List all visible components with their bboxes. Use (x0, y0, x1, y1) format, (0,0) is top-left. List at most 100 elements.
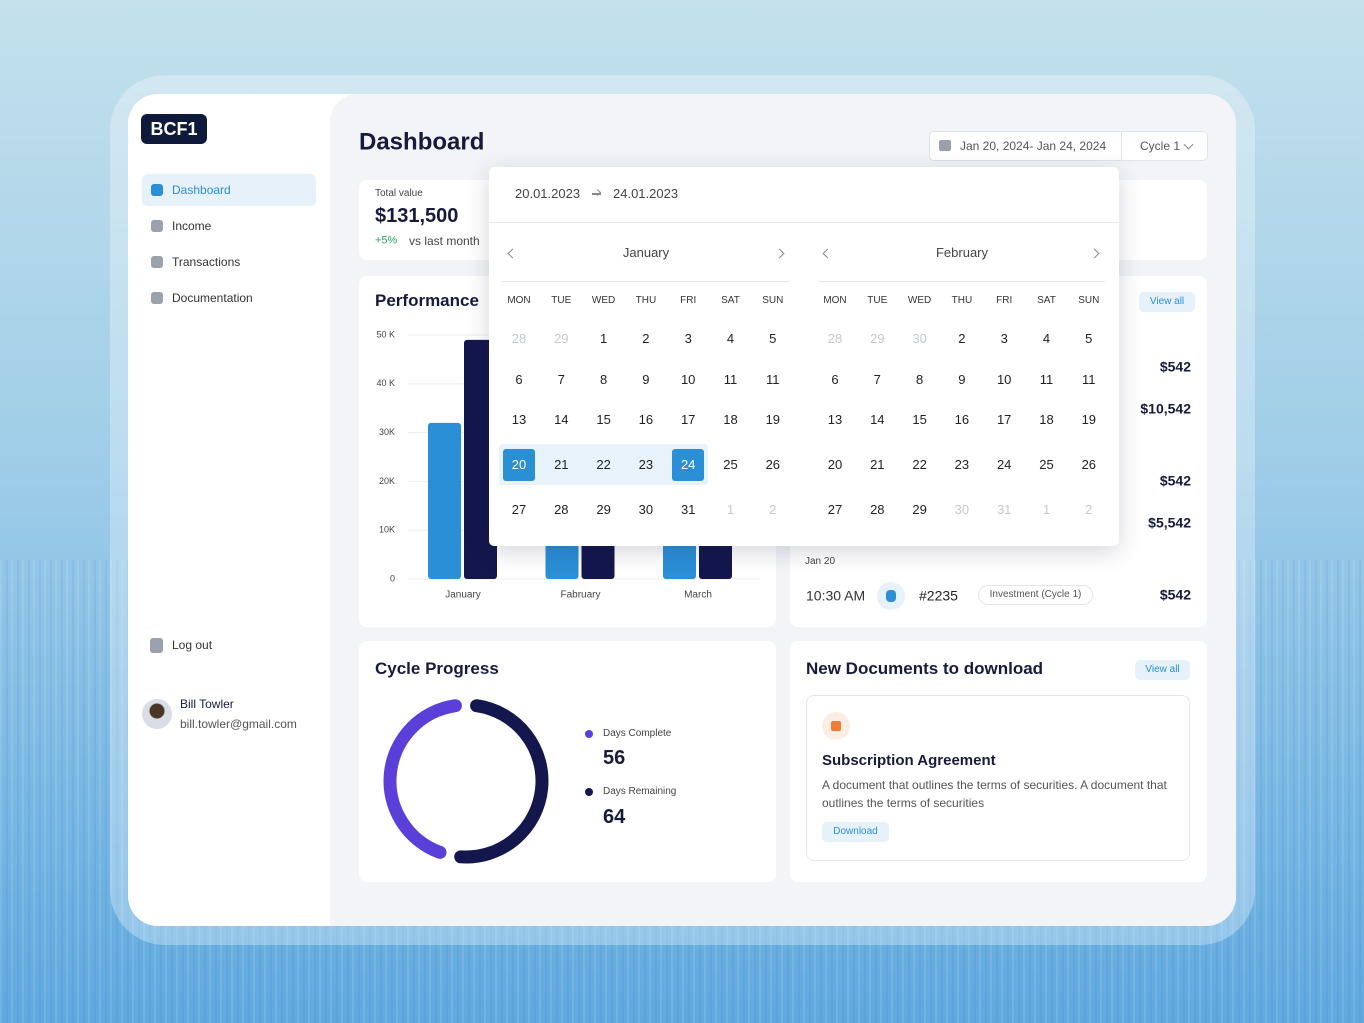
day[interactable]: 2 (769, 502, 777, 518)
day[interactable]: 24 (996, 457, 1012, 473)
day[interactable]: 6 (831, 372, 839, 388)
day[interactable]: 6 (515, 372, 523, 388)
day[interactable]: 2 (958, 331, 966, 347)
day[interactable]: 29 (912, 502, 927, 518)
day[interactable]: 8 (599, 372, 608, 388)
day[interactable]: 11 (766, 372, 780, 388)
day[interactable]: 22 (596, 457, 611, 473)
day[interactable]: 14 (554, 412, 569, 428)
day[interactable]: 1 (599, 331, 608, 347)
calendar-icon (939, 140, 951, 151)
day[interactable]: 10 (680, 372, 696, 388)
day[interactable]: 9 (642, 372, 650, 388)
day[interactable]: 1 (1042, 502, 1051, 518)
day[interactable]: 26 (765, 457, 781, 473)
day[interactable]: 29 (554, 331, 569, 347)
day[interactable]: 31 (680, 502, 696, 518)
day[interactable]: 17 (996, 412, 1012, 428)
nav-item[interactable]: Transactions (172, 254, 241, 269)
day[interactable]: 2 (1085, 502, 1093, 518)
day[interactable]: 7 (557, 372, 565, 388)
day[interactable]: 30 (954, 502, 970, 518)
day[interactable]: 18 (723, 412, 738, 428)
bar (428, 422, 461, 579)
day[interactable]: 20 (827, 457, 843, 473)
day[interactable]: 23 (638, 457, 654, 473)
legend-label: Days Complete (603, 728, 672, 739)
day[interactable]: 13 (511, 412, 527, 428)
day[interactable]: 1 (726, 502, 735, 518)
day[interactable]: 19 (1081, 412, 1097, 428)
cycle-select[interactable]: Cycle 1 (1140, 138, 1181, 153)
day[interactable]: 3 (1000, 331, 1008, 347)
weekday: MON (507, 295, 531, 306)
day[interactable]: 29 (596, 502, 611, 518)
weekday: THU (951, 295, 973, 306)
day[interactable]: 27 (511, 502, 527, 518)
day[interactable]: 16 (954, 412, 970, 428)
document-item (806, 695, 1190, 861)
user-name: Bill Towler (180, 696, 234, 711)
day[interactable]: 5 (1085, 331, 1093, 347)
day[interactable]: 2 (642, 331, 650, 347)
day[interactable]: 5 (769, 331, 777, 347)
day[interactable]: 28 (554, 502, 569, 518)
day[interactable]: 17 (680, 412, 696, 428)
day[interactable]: 30 (638, 502, 654, 518)
day[interactable]: 28 (870, 502, 885, 518)
day[interactable]: 23 (954, 457, 970, 473)
day[interactable]: 25 (1039, 457, 1054, 473)
nav-item[interactable]: Dashboard (172, 182, 231, 197)
day[interactable]: 11 (723, 372, 738, 388)
nav-item[interactable]: Income (172, 218, 212, 233)
amount: $5,542 (1148, 514, 1191, 531)
day[interactable]: 21 (554, 457, 569, 473)
download-button[interactable]: Download (822, 822, 889, 842)
day[interactable]: 15 (596, 412, 611, 428)
y-tick-label: 50 K (376, 329, 395, 339)
day[interactable]: 8 (915, 372, 924, 388)
day[interactable]: 29 (870, 331, 885, 347)
logo[interactable]: BCF1 (141, 114, 207, 144)
nav-item[interactable]: Documentation (172, 290, 253, 305)
day[interactable]: 25 (723, 457, 738, 473)
day[interactable]: 4 (1042, 331, 1051, 347)
y-tick-label: 0 (390, 573, 395, 583)
x-tick-label: March (684, 590, 712, 601)
day[interactable]: 4 (726, 331, 735, 347)
date-filter[interactable] (929, 131, 1208, 161)
weekday: SUN (1078, 295, 1100, 306)
legend-value: 64 (603, 806, 626, 828)
logout[interactable]: Log out (172, 637, 213, 652)
range-end: 24.01.2023 (613, 186, 679, 202)
day[interactable]: 31 (996, 502, 1012, 518)
day[interactable]: 19 (765, 412, 781, 428)
day[interactable]: 30 (912, 331, 927, 347)
day[interactable]: 16 (638, 412, 654, 428)
day[interactable]: 28 (511, 331, 527, 347)
day[interactable]: 14 (870, 412, 885, 428)
day[interactable]: 24 (680, 457, 696, 473)
day[interactable]: 9 (958, 372, 966, 388)
day[interactable]: 22 (912, 457, 927, 473)
day[interactable]: 20 (511, 457, 527, 473)
arrow (592, 193, 601, 195)
day[interactable]: 26 (1081, 457, 1097, 473)
view-all[interactable]: View all (1135, 660, 1190, 680)
day[interactable]: 10 (996, 372, 1012, 388)
donut-chart (383, 699, 549, 864)
day[interactable]: 11 (1039, 372, 1054, 388)
stat-label: Total value (375, 188, 423, 199)
date-range[interactable]: Jan 20, 2024- Jan 24, 2024 (960, 138, 1107, 153)
day[interactable]: 18 (1039, 412, 1054, 428)
day[interactable]: 11 (1082, 372, 1096, 388)
view-all[interactable]: View all (1139, 292, 1195, 312)
donut-segment (454, 699, 549, 864)
day[interactable]: 7 (873, 372, 881, 388)
day[interactable]: 28 (827, 331, 843, 347)
day[interactable]: 15 (912, 412, 927, 428)
day[interactable]: 21 (870, 457, 885, 473)
day[interactable]: 27 (827, 502, 843, 518)
day[interactable]: 3 (684, 331, 692, 347)
day[interactable]: 13 (827, 412, 843, 428)
